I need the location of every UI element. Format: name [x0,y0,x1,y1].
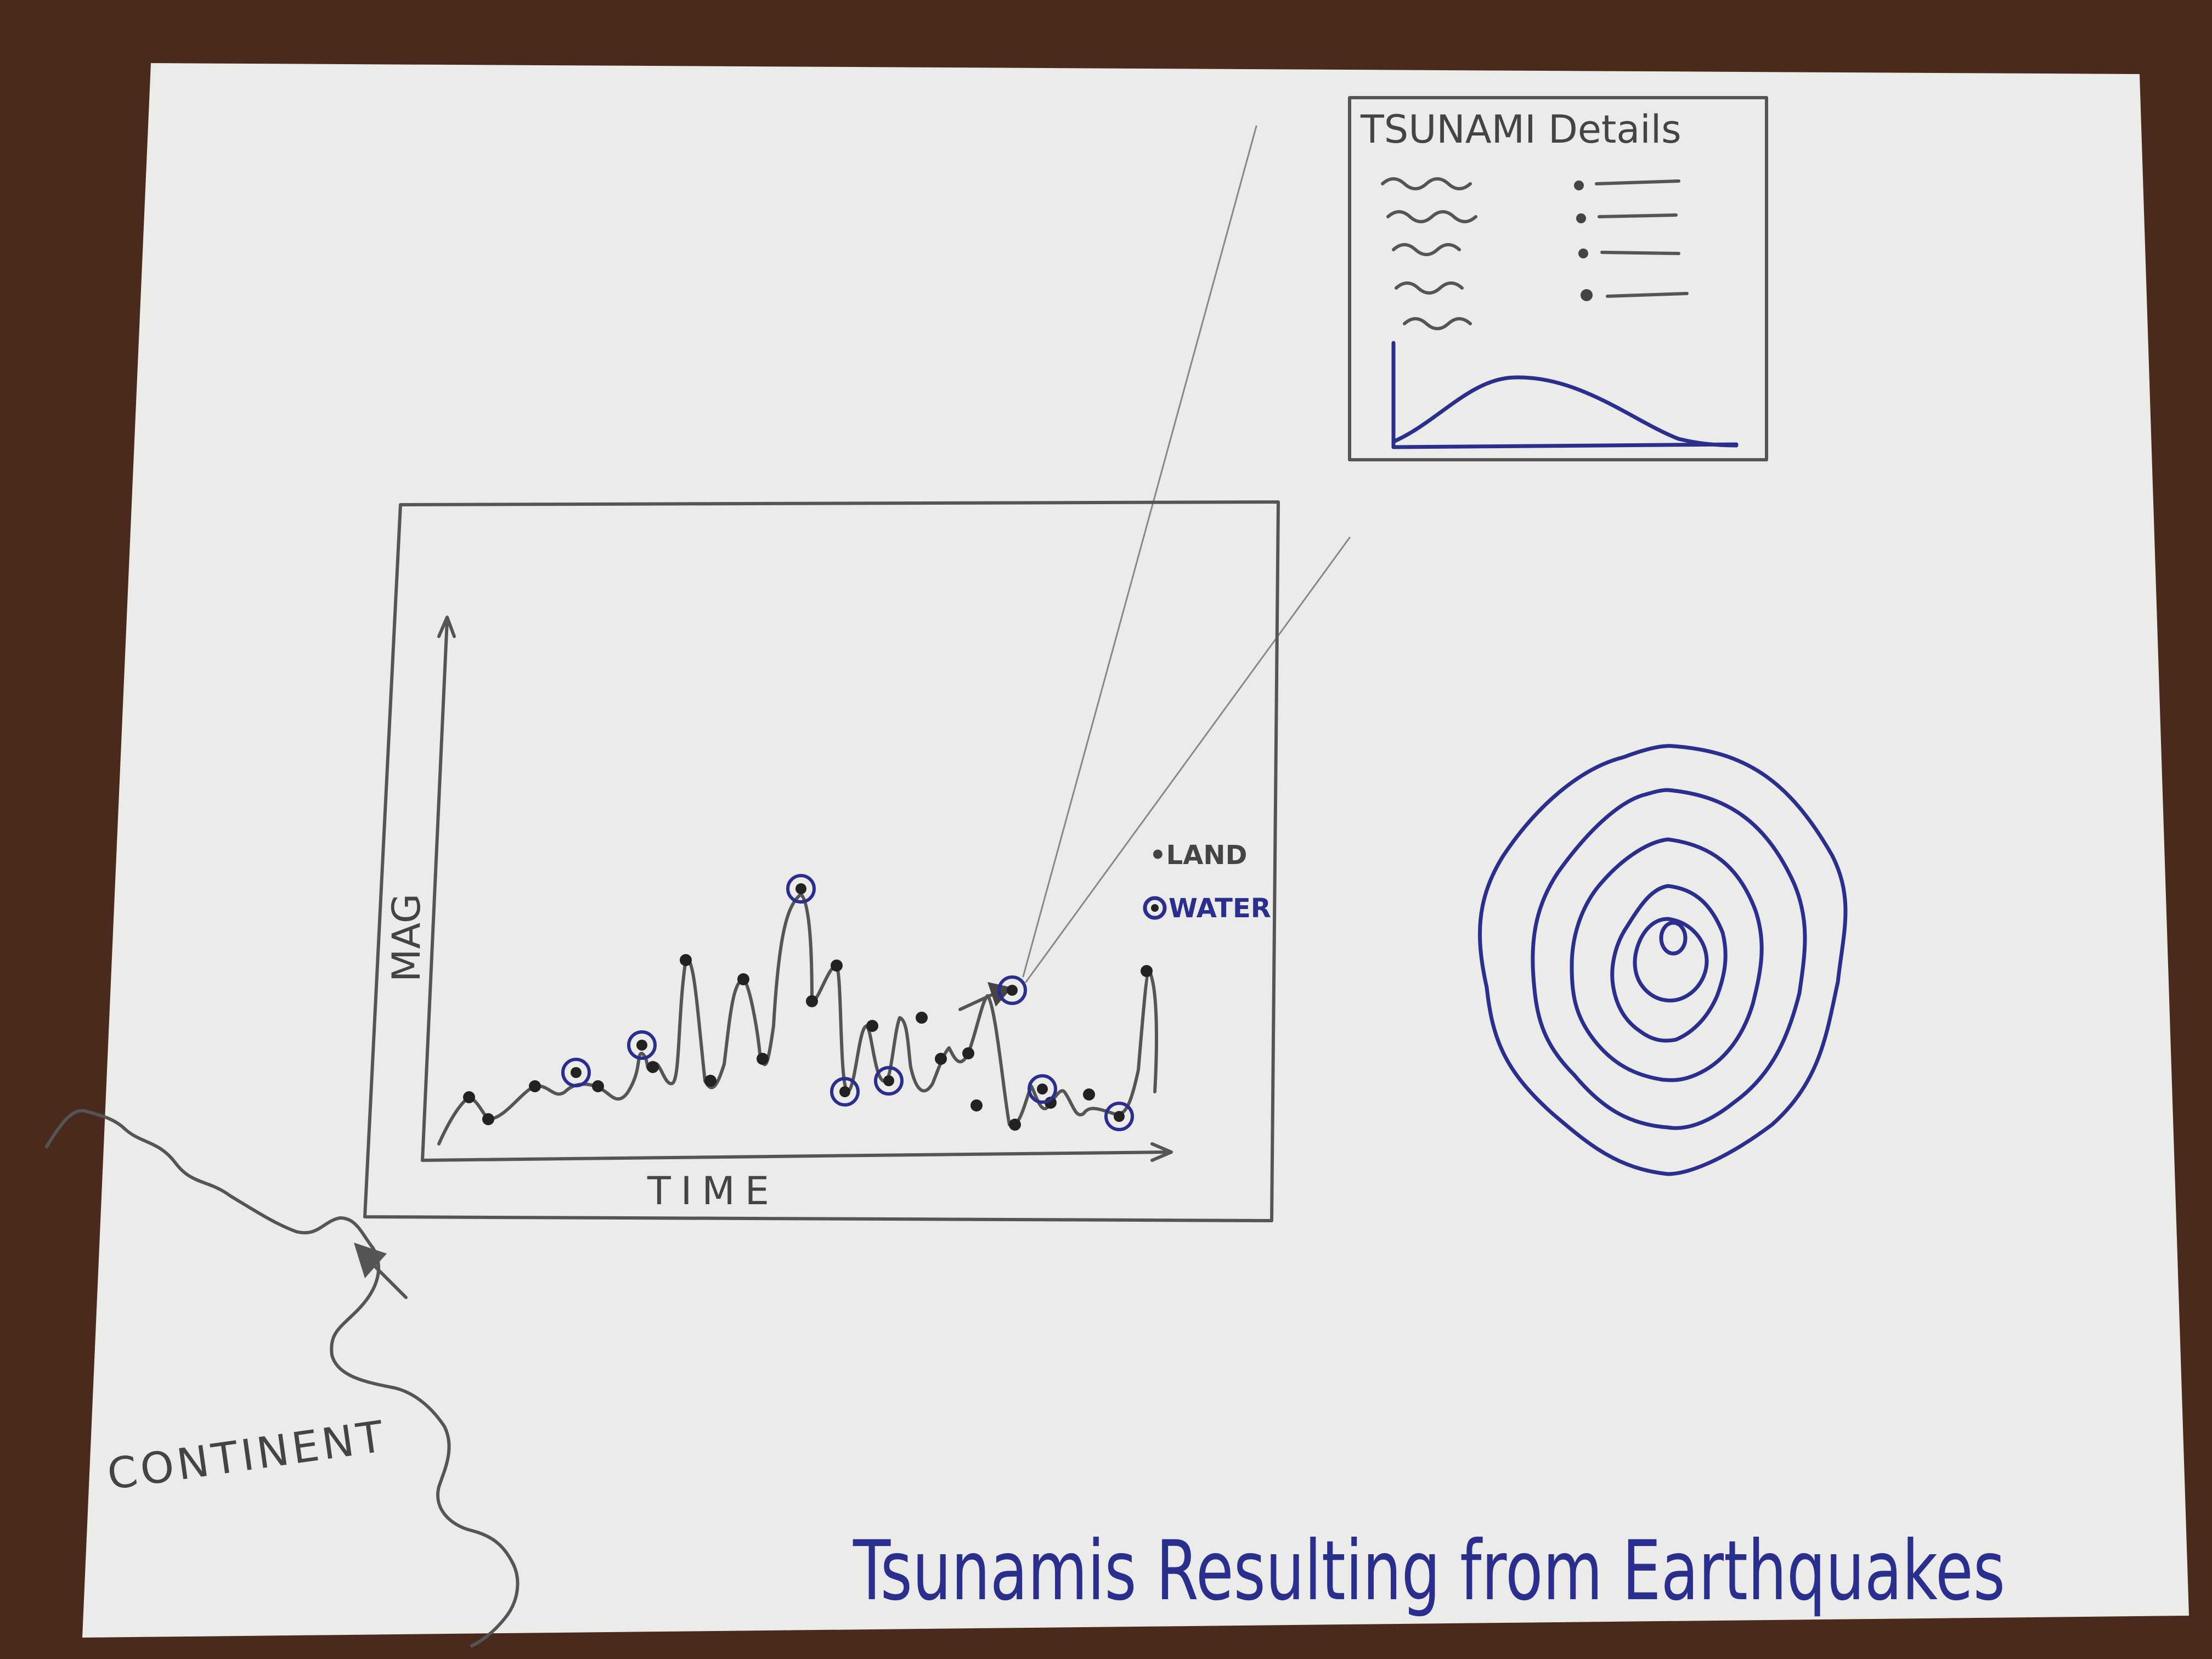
water-point-core [636,1040,647,1051]
page-title: Tsunamis Resulting from Earthquakes [853,1523,2005,1619]
details-panel: TSUNAMI Details [1348,96,1768,461]
water-point[interactable] [561,1058,591,1087]
land-point[interactable] [647,1061,659,1073]
water-point[interactable] [627,1030,657,1060]
land-point[interactable] [1141,965,1153,977]
y-axis-label: MAG [384,894,429,982]
bullet-dot [1581,289,1593,301]
x-axis-label: TIME [647,1169,779,1214]
land-point[interactable] [962,1047,974,1059]
water-point-core [883,1075,894,1086]
zoom-connector-line [1022,125,1257,978]
land-point[interactable] [482,1113,494,1125]
land-point[interactable] [592,1080,604,1092]
water-point-core [1037,1084,1048,1094]
details-mini-chart [1391,341,1739,449]
selection-arrow [958,991,997,1011]
water-point-core [1007,985,1018,996]
epicenter-core [1659,921,1688,956]
details-panel-frame [1348,96,1768,461]
details-panel-heading: TSUNAMI Details [1360,107,1681,152]
water-point-core [839,1086,850,1097]
water-point-core [571,1067,582,1078]
bullet-dot [1574,180,1584,190]
land-point[interactable] [1009,1119,1021,1131]
land-point[interactable] [916,1012,928,1024]
water-point[interactable] [786,874,816,904]
location-arrowhead [354,1243,387,1278]
x-axis [421,1150,1170,1162]
land-point[interactable] [704,1075,716,1087]
land-point[interactable] [1083,1088,1095,1101]
water-point[interactable] [1104,1102,1134,1131]
timeline-chart-frame [363,500,1280,1222]
zoom-connector-line [1025,537,1351,983]
water-point[interactable] [1028,1074,1057,1104]
legend-land: •LAND [1149,840,1247,871]
water-point-core [795,883,806,894]
water-point[interactable] [874,1066,904,1096]
timeline-chart: MAG TIME •LAND WATER [363,500,1280,1222]
legend-water-marker [1143,896,1167,920]
paper-sheet [82,63,2189,1638]
details-text-lines [1381,177,1477,330]
land-point[interactable] [737,973,749,985]
coastline [45,1109,520,1647]
land-point[interactable] [529,1080,541,1092]
land-point[interactable] [970,1099,983,1111]
land-point[interactable] [831,960,843,972]
water-point[interactable] [997,975,1027,1005]
y-axis [421,618,449,1162]
bullet-dot [1578,249,1588,258]
bullet-dot [1576,213,1586,223]
land-point[interactable] [935,1053,947,1065]
land-point[interactable] [680,954,692,966]
land-point[interactable] [757,1053,769,1065]
water-point-core [1114,1111,1125,1122]
land-point[interactable] [806,995,818,1007]
epicenter-rings [1478,744,1848,1176]
data-points [463,874,1153,1131]
water-point[interactable] [830,1077,860,1107]
details-bullet-list [1574,179,1689,301]
legend-water: WATER [1169,893,1271,924]
land-point[interactable] [463,1091,475,1103]
land-point[interactable] [866,1020,878,1032]
